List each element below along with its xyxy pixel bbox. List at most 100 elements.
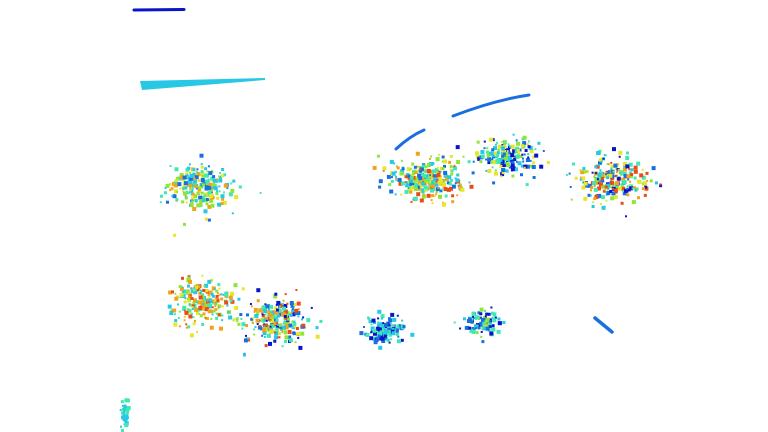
point [264,303,267,306]
point [210,170,213,172]
point [413,165,417,169]
point [633,186,636,190]
point [121,412,123,415]
point [462,317,466,321]
point [386,322,391,327]
point [253,333,256,336]
point [604,154,607,157]
point [520,173,523,177]
point [208,171,213,176]
point [429,174,432,177]
point [618,150,623,155]
point [431,162,435,165]
point [399,171,404,176]
point [504,150,506,153]
point [198,312,201,315]
point [202,195,205,199]
point [448,182,452,186]
point [509,145,512,148]
point [279,303,284,308]
point [208,295,211,298]
point [264,313,267,316]
point [434,182,439,187]
point [491,324,495,328]
point [191,288,194,291]
point [412,183,415,185]
point [184,297,187,300]
point [579,178,582,181]
cluster-right-upper [565,147,663,218]
point [315,326,319,330]
cluster-mid-lower [359,309,415,350]
point [506,150,509,153]
point [393,162,396,165]
point [620,183,623,186]
point [195,185,199,189]
point [293,320,296,323]
point [267,310,272,315]
point [378,327,382,331]
point [189,172,192,175]
point [201,323,205,326]
point [425,169,428,173]
point [428,186,432,190]
point [388,318,393,323]
point [508,151,512,155]
cluster-center-upper [455,133,550,187]
point [216,178,219,181]
point [413,175,416,178]
point [433,178,436,182]
point [261,334,264,337]
point [193,290,198,295]
point [513,158,517,161]
point [270,324,275,329]
point [472,160,475,163]
point [281,325,286,330]
point [456,194,459,197]
point [292,326,296,330]
point [468,326,472,330]
point [418,181,422,185]
point [493,146,497,151]
point [189,189,192,192]
point [177,317,180,319]
point [430,199,433,202]
point [284,340,287,343]
point [169,165,172,167]
point [491,327,496,332]
point [527,143,529,146]
point [268,329,273,334]
point [595,177,598,180]
point [471,318,474,321]
point [187,284,190,288]
point [302,316,305,319]
point [290,303,295,308]
point [496,154,500,157]
point [450,169,454,173]
point [269,325,272,328]
point [273,321,277,325]
point [515,154,520,159]
point [400,193,403,196]
point [423,190,426,193]
point [626,187,629,190]
point [284,293,287,296]
point [489,137,494,142]
point [376,323,380,327]
point [183,300,187,304]
point [659,183,662,186]
point [438,194,442,199]
point [213,298,217,302]
point [204,307,209,312]
point [230,182,233,185]
point [507,156,512,160]
point [197,300,200,303]
point [487,322,490,325]
point [189,174,194,178]
point [189,311,192,314]
point [295,289,298,291]
point [265,319,268,322]
point [401,159,403,162]
point [185,326,188,329]
